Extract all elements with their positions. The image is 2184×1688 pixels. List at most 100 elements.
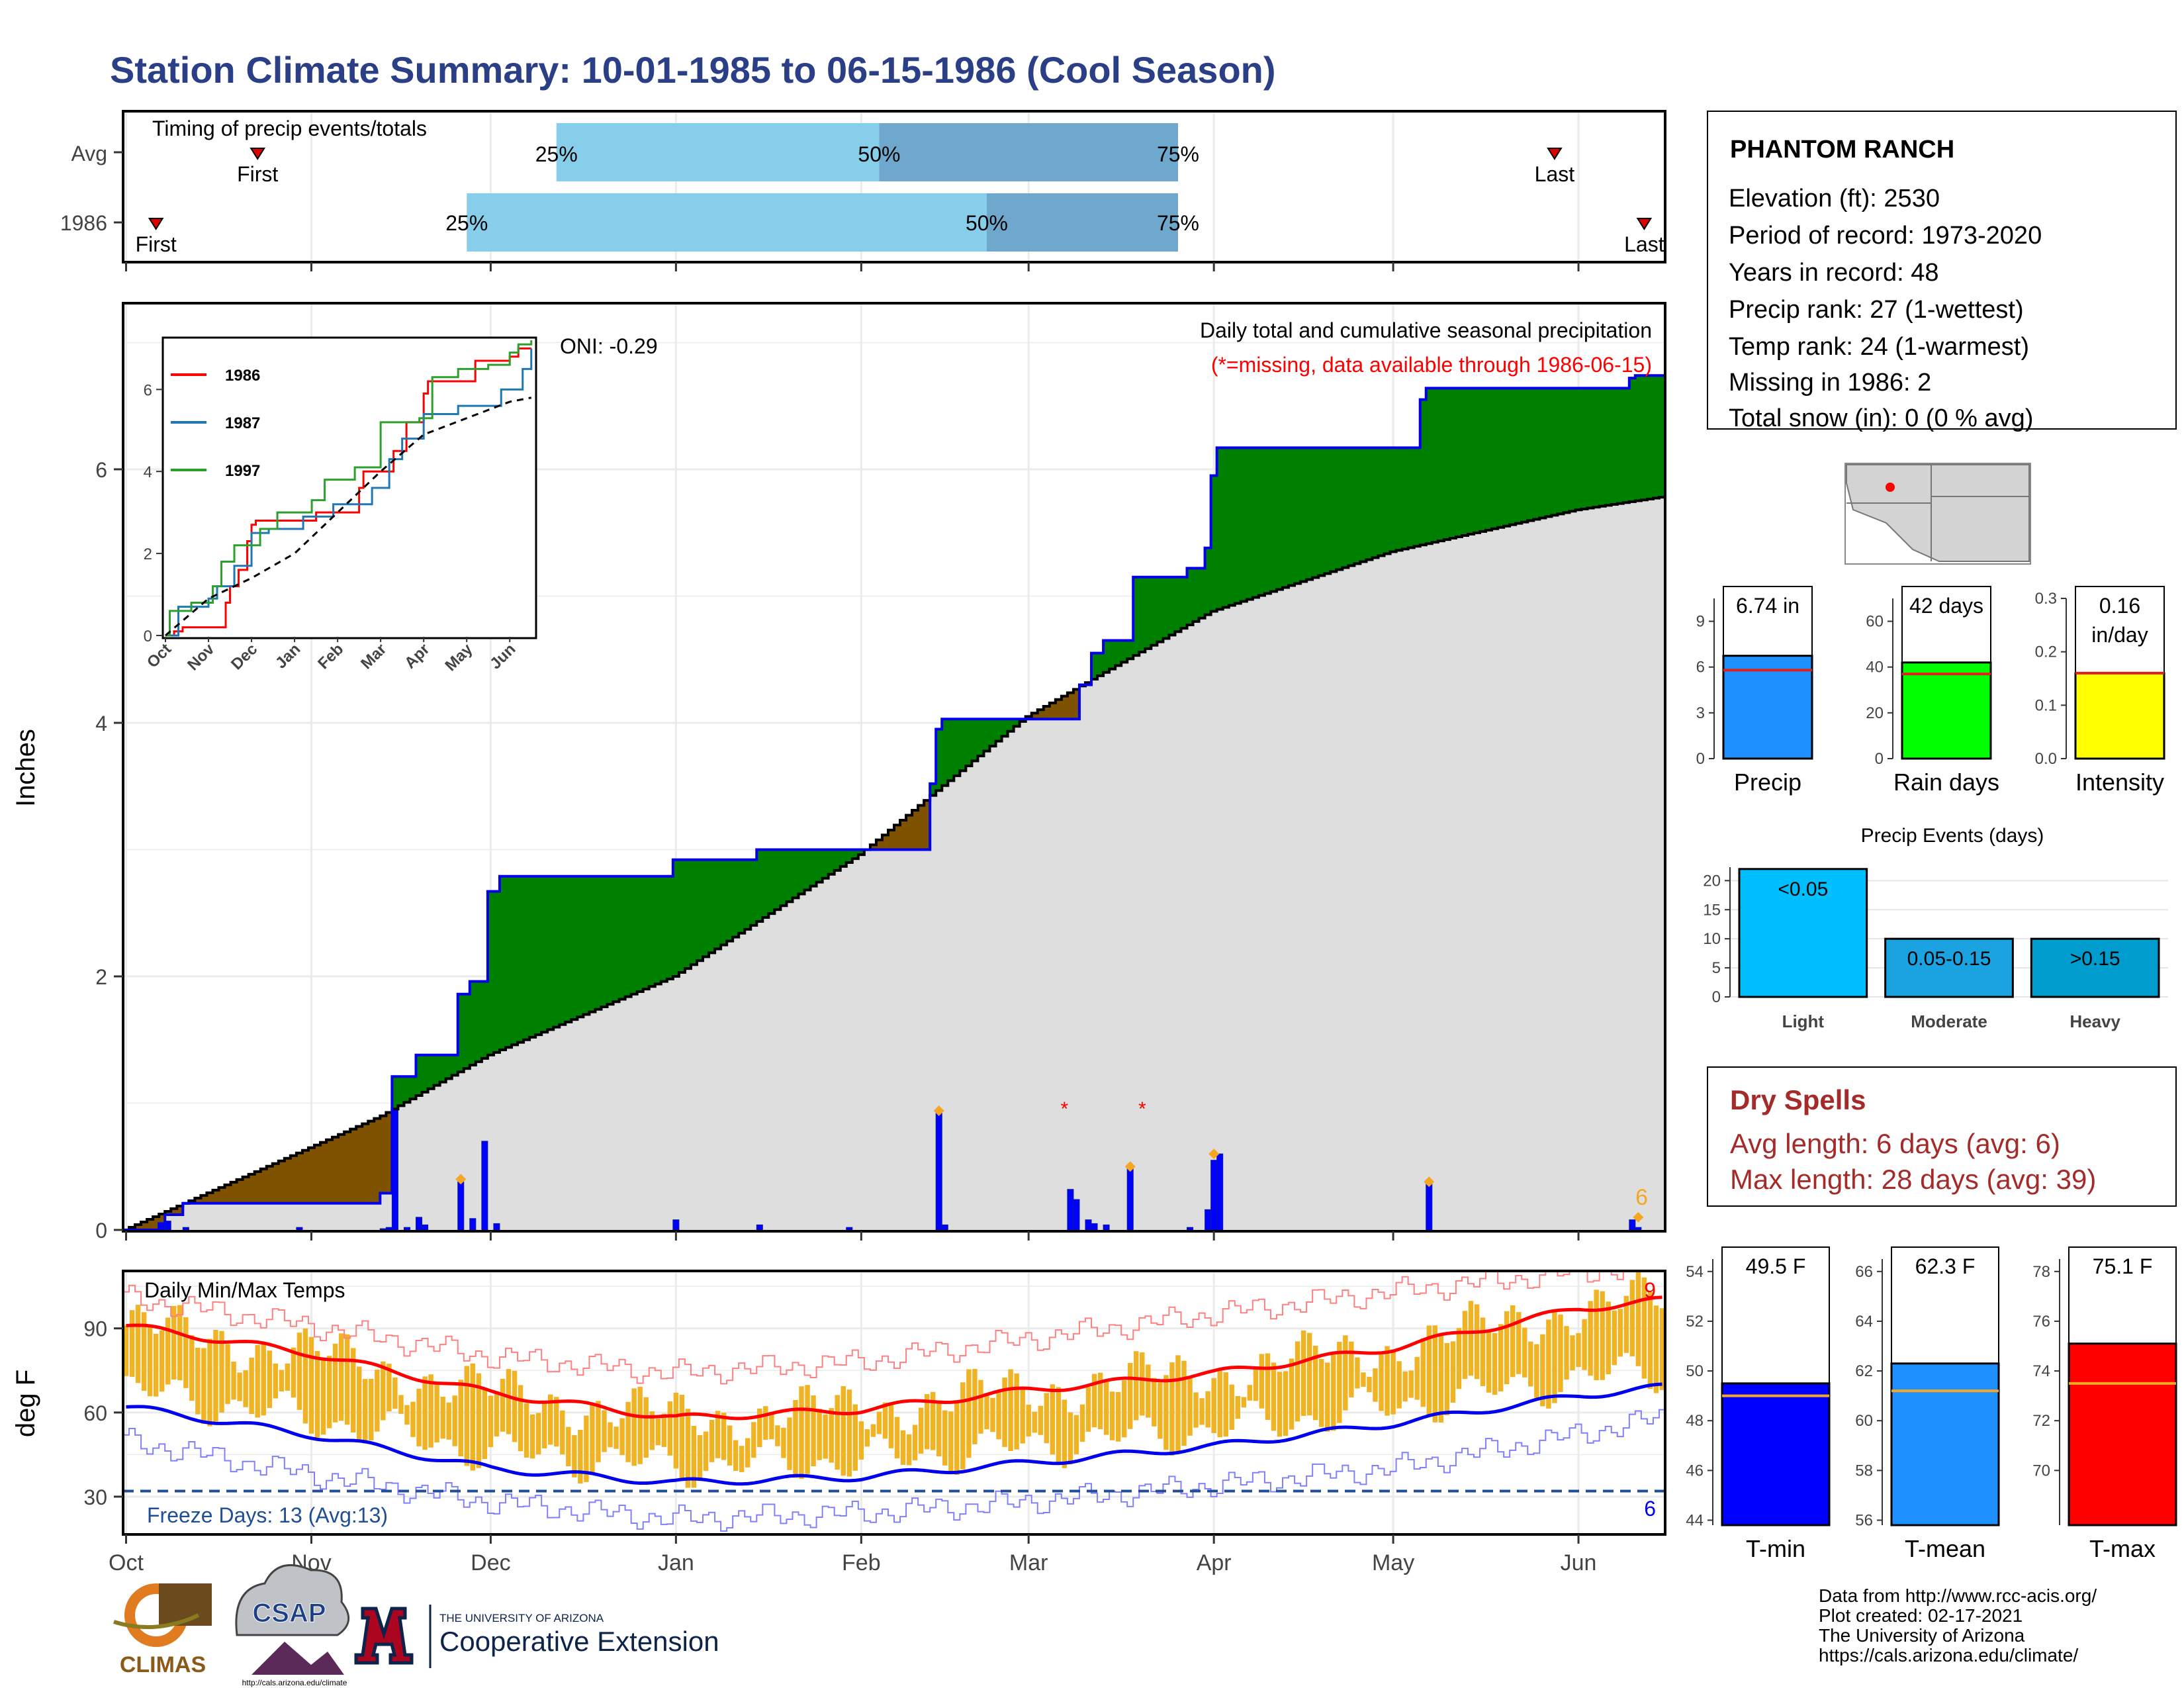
above-avg-fill — [1629, 378, 1636, 502]
above-avg-fill — [559, 876, 566, 1025]
above-avg-fill — [523, 876, 530, 1040]
above-avg-fill — [1300, 447, 1307, 582]
summary-y-tick-label: 70 — [2032, 1462, 2050, 1479]
above-avg-fill — [1342, 447, 1349, 568]
daily-temp-range-bar — [1312, 1345, 1318, 1421]
above-avg-fill — [1199, 568, 1206, 618]
timing-first-marker — [250, 148, 266, 160]
daily-temp-range-bar — [954, 1400, 960, 1476]
daily-temp-range-bar — [1343, 1335, 1348, 1411]
above-avg-fill — [1510, 388, 1516, 525]
daily-temp-range-bar — [1289, 1358, 1295, 1430]
above-avg-fill — [481, 981, 488, 1058]
above-avg-fill — [625, 876, 632, 997]
avg-cumulative-line — [123, 496, 1665, 1231]
below-avg-fill — [206, 1192, 214, 1203]
above-avg-fill — [995, 719, 1003, 741]
above-avg-fill — [1264, 447, 1271, 594]
daily-temp-range-bar — [1516, 1312, 1522, 1374]
summary-y-tick-label: 0.3 — [2035, 590, 2057, 608]
above-avg-fill — [780, 849, 788, 906]
daily-temp-range-bar — [123, 1325, 129, 1376]
daily-precip-bar — [1091, 1223, 1098, 1231]
summary-y-tick-label: 0.1 — [2035, 696, 2057, 714]
daily-temp-range-bar — [1498, 1324, 1504, 1391]
daily-temp-range-bar — [631, 1388, 637, 1466]
below-avg-fill — [320, 1142, 327, 1203]
daily-temp-range-bar — [482, 1387, 488, 1460]
avg-cumulative-fill — [123, 497, 1665, 1231]
daily-temp-range-bar — [381, 1361, 386, 1421]
above-avg-fill — [1258, 447, 1265, 596]
above-avg-fill — [1443, 388, 1451, 540]
inset-y-tick-label: 4 — [144, 463, 152, 481]
timing-bar-50-75 — [986, 193, 1178, 252]
summary-y-tick-label: 50 — [1686, 1362, 1704, 1380]
above-avg-fill — [1289, 447, 1295, 586]
daily-temp-range-bar — [1044, 1393, 1050, 1444]
daily-temp-range-bar — [1588, 1301, 1593, 1376]
above-avg-fill — [684, 859, 692, 969]
daily-temp-range-bar — [1594, 1289, 1599, 1381]
inset-line-avg — [165, 397, 532, 637]
daily-temp-range-bar — [434, 1383, 439, 1442]
precip-events-y-tick-label: 0 — [1712, 988, 1721, 1006]
daily-temp-range-bar — [864, 1429, 870, 1447]
daily-temp-range-bar — [1641, 1277, 1647, 1379]
climas-text: CLIMAS — [120, 1652, 206, 1677]
summary-y-tick-label: 0 — [1875, 750, 1884, 768]
daily-temp-range-bar — [1300, 1330, 1306, 1416]
above-avg-fill — [828, 849, 835, 874]
daily-temp-range-bar — [715, 1411, 721, 1458]
dry-spells-max: Max length: 28 days (avg: 39) — [1730, 1164, 2096, 1195]
above-avg-fill — [1330, 447, 1337, 572]
below-avg-fill — [135, 1224, 142, 1230]
daily-temp-range-bar — [344, 1334, 350, 1425]
timing-p75-label: 75% — [1157, 211, 1199, 235]
above-avg-fill — [535, 876, 542, 1035]
timing-last-marker — [1636, 218, 1653, 230]
daily-temp-range-bar — [769, 1415, 774, 1440]
daily-temp-range-bar — [1002, 1377, 1007, 1447]
daily-precip-bar — [846, 1227, 853, 1231]
above-avg-fill — [643, 876, 650, 990]
footer-credits: Data from http://www.rcc-acis.org/ Plot … — [1819, 1585, 2097, 1665]
below-avg-fill — [344, 1131, 351, 1203]
daily-precip-bar — [1073, 1199, 1080, 1231]
precip-events-bar-heavy — [2030, 937, 2160, 998]
above-avg-fill — [1121, 640, 1128, 663]
daily-temp-range-bar — [1128, 1362, 1133, 1429]
summary-y-tick-label: 74 — [2032, 1362, 2050, 1380]
daily-temp-range-bar — [1169, 1362, 1175, 1456]
daily-precip-bar — [403, 1227, 410, 1231]
below-avg-fill — [924, 800, 931, 850]
above-avg-fill — [1408, 447, 1415, 548]
temp-summary-bars: 44 46 48 50 52 54 49.5 F T-min 56 58 60 62 64 66 62.3 … — [1686, 1246, 2177, 1562]
daily-temp-range-bar — [440, 1396, 445, 1439]
precip-events-category-label: Moderate — [1911, 1011, 1987, 1031]
daily-temp-range-bar — [852, 1404, 858, 1471]
daily-temp-range-bar — [261, 1342, 266, 1416]
summary-category-label: Intensity — [2075, 769, 2164, 796]
below-avg-fill — [386, 1112, 392, 1194]
daily-temp-range-bar — [291, 1347, 296, 1398]
daily-temp-range-bar — [870, 1424, 876, 1437]
daily-temp-range-bar — [1223, 1372, 1228, 1437]
daily-temp-range-bar — [541, 1403, 547, 1449]
daily-precip-bar — [1216, 1153, 1224, 1231]
inset-line-1986 — [165, 347, 531, 637]
above-avg-fill — [565, 876, 572, 1022]
daily-temp-range-bar — [416, 1388, 422, 1446]
above-avg-fill — [1455, 388, 1463, 538]
above-avg-fill — [1007, 719, 1015, 731]
main-y-tick-label: 4 — [95, 712, 107, 735]
timing-bar-25-50 — [467, 193, 987, 252]
below-avg-fill — [332, 1137, 339, 1203]
above-avg-fill — [571, 876, 578, 1020]
daily-temp-range-bar — [1050, 1384, 1056, 1455]
above-avg-fill — [972, 719, 979, 761]
below-avg-fill — [870, 845, 877, 850]
station-total-snow: Total snow (in): 0 (0 % avg) — [1729, 404, 2033, 432]
temp-y-tick-label: 90 — [83, 1317, 107, 1341]
